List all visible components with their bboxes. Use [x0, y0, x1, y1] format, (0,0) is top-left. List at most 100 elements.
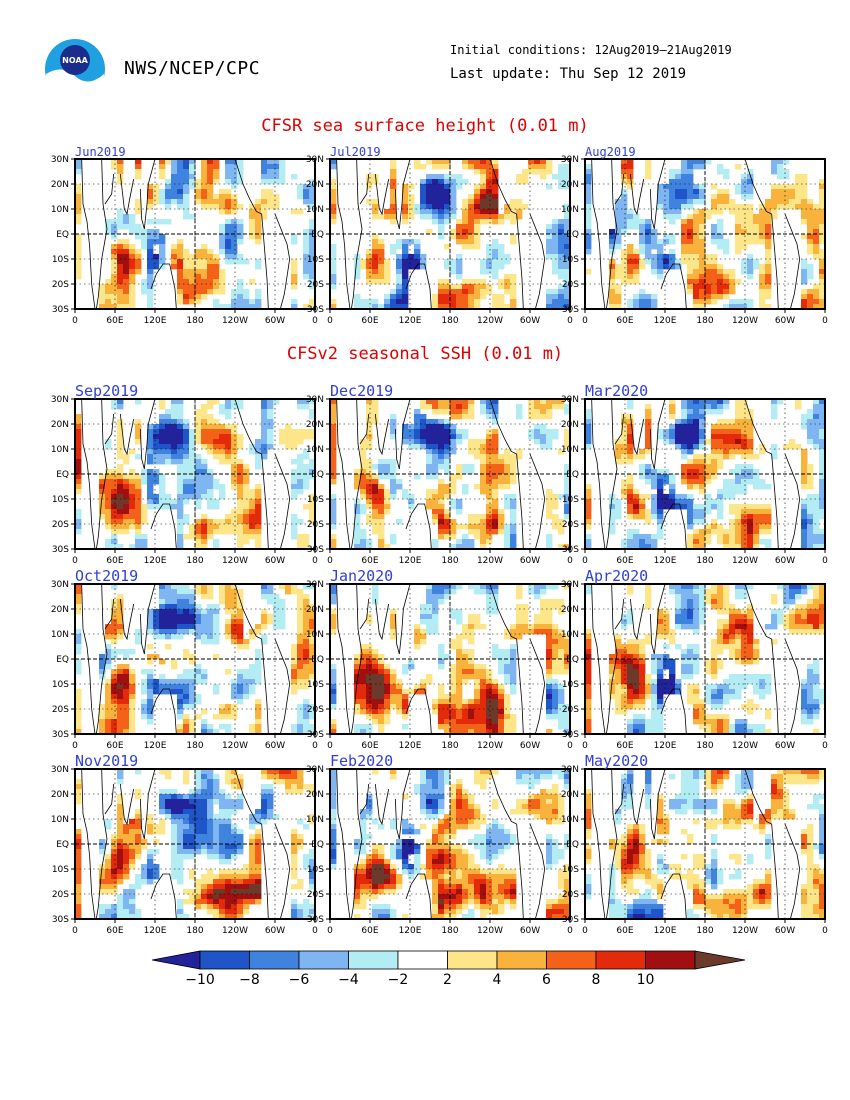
lat-tick-label: 30N: [561, 155, 579, 165]
colorbar-segment: [298, 950, 349, 970]
panel-month-label: Mar2020: [585, 382, 648, 400]
gridlines: [330, 399, 570, 549]
panel-month-label: Feb2020: [330, 752, 393, 770]
lon-tick-label: 60W: [520, 741, 540, 751]
lon-tick-label: 180: [186, 556, 203, 566]
lat-tick-label: 30S: [307, 730, 324, 740]
lat-tick-label: 20S: [562, 705, 579, 715]
lat-tick-label: 20N: [51, 420, 69, 430]
lon-tick-label: 60E: [616, 926, 633, 936]
panel-feb2020: 0 60E 120E 180 120W 60W 0 30N 20N 10N EQ 10S 20S 30S F…: [306, 752, 573, 936]
lon-tick-label: 60W: [775, 316, 795, 326]
lat-tick-label: 20S: [307, 520, 324, 530]
lat-tick-label: 20N: [306, 605, 324, 615]
lat-tick-label: 20S: [562, 520, 579, 530]
lat-tick-label: 20S: [52, 280, 69, 290]
panel-oct2019: 0 60E 120E 180 120W 60W 0 30N 20N 10N EQ 10S 20S 30S O…: [51, 567, 318, 751]
ssh-field: [75, 399, 315, 549]
lon-tick-label: 180: [696, 741, 713, 751]
lon-tick-label: 180: [186, 316, 203, 326]
panel-jan2020: 0 60E 120E 180 120W 60W 0 30N 20N 10N EQ 10S 20S 30S J…: [306, 567, 573, 751]
lat-tick-label: 30S: [52, 305, 69, 315]
lon-tick-label: 180: [441, 741, 458, 751]
panel-month-label: Jan2020: [330, 567, 393, 585]
ssh-field: [585, 769, 825, 919]
lon-tick-label: 120E: [144, 316, 167, 326]
colorbar-tick-label: −4: [338, 972, 359, 988]
lon-tick-label: 0: [582, 741, 588, 751]
gridlines: [75, 159, 315, 309]
panel-month-label: Sep2019: [75, 382, 138, 400]
last-update: Last update: Thu Sep 12 2019: [450, 66, 687, 82]
lat-tick-label: 10N: [561, 815, 579, 825]
lon-tick-label: 0: [312, 556, 318, 566]
ssh-field: [75, 769, 315, 919]
lon-tick-label: 60E: [616, 741, 633, 751]
lat-tick-label: 30S: [52, 545, 69, 555]
lon-tick-label: 120E: [399, 556, 422, 566]
gridlines: [585, 769, 825, 919]
initial-conditions: Initial conditions: 12Aug2019–21Aug2019: [450, 43, 732, 57]
lat-tick-label: 10S: [52, 680, 69, 690]
lat-tick-label: 30N: [51, 765, 69, 775]
lat-tick-label: 30S: [562, 305, 579, 315]
lon-tick-label: 0: [822, 741, 828, 751]
lat-tick-label: 10N: [561, 205, 579, 215]
lon-tick-label: 0: [72, 926, 78, 936]
lon-tick-label: 120W: [222, 926, 248, 936]
lat-tick-label: 30S: [562, 545, 579, 555]
lat-tick-label: 20N: [561, 790, 579, 800]
colorbar-tick-label: −2: [388, 972, 409, 988]
lat-tick-label: 20N: [561, 605, 579, 615]
lat-tick-label: EQ: [56, 655, 69, 665]
lat-tick-label: 10S: [307, 865, 324, 875]
colorbar-tick-label: 6: [542, 972, 551, 988]
ssh-field: [75, 159, 315, 309]
lon-tick-label: 180: [696, 926, 713, 936]
lat-tick-label: 30N: [51, 580, 69, 590]
lon-tick-label: 0: [72, 741, 78, 751]
lat-tick-label: 30N: [561, 580, 579, 590]
lon-tick-label: 120E: [144, 926, 167, 936]
lon-tick-label: 0: [72, 556, 78, 566]
lon-tick-label: 60E: [361, 741, 378, 751]
colorbar-segment: [397, 950, 448, 970]
colorbar-tick-label: 2: [443, 972, 452, 988]
lon-tick-label: 60E: [361, 556, 378, 566]
lon-tick-label: 180: [696, 556, 713, 566]
colorbar: −10 −8 −6 −4 −2 2 4 6 8 10: [151, 950, 746, 988]
lon-tick-label: 60W: [265, 926, 285, 936]
lon-tick-label: 60E: [106, 741, 123, 751]
lon-tick-label: 120W: [732, 926, 758, 936]
lat-tick-label: EQ: [311, 230, 324, 240]
ssh-field: [585, 399, 825, 549]
lat-tick-label: 10N: [51, 445, 69, 455]
lon-tick-label: 60W: [775, 556, 795, 566]
lat-tick-label: 10S: [52, 495, 69, 505]
gridlines: [585, 584, 825, 734]
org-name: NWS/NCEP/CPC: [124, 58, 261, 79]
ssh-field: [75, 584, 315, 734]
lat-tick-label: 20S: [307, 890, 324, 900]
lat-tick-label: 10N: [306, 815, 324, 825]
lat-tick-label: 30S: [52, 915, 69, 925]
lat-tick-label: 10S: [307, 680, 324, 690]
colorbar-tick-label: −10: [185, 972, 215, 988]
colorbar-segment: [546, 950, 597, 970]
panel-apr2020: 0 60E 120E 180 120W 60W 0 30N 20N 10N EQ 10S 20S 30S A…: [561, 567, 828, 751]
lat-tick-label: EQ: [311, 840, 324, 850]
gridlines: [330, 769, 570, 919]
lon-tick-label: 120W: [732, 316, 758, 326]
ssh-field: [330, 159, 570, 309]
colorbar-segment: [447, 950, 498, 970]
panel-may2020: 0 60E 120E 180 120W 60W 0 30N 20N 10N EQ 10S 20S 30S M…: [561, 752, 828, 936]
lat-tick-label: 20N: [561, 420, 579, 430]
colorbar-segment: [249, 950, 300, 970]
colorbar-segment: [645, 950, 696, 970]
ssh-field: [330, 399, 570, 549]
lat-tick-label: 10N: [561, 445, 579, 455]
lat-tick-label: 10N: [51, 815, 69, 825]
lat-tick-label: 10N: [51, 205, 69, 215]
lat-tick-label: 10N: [306, 205, 324, 215]
